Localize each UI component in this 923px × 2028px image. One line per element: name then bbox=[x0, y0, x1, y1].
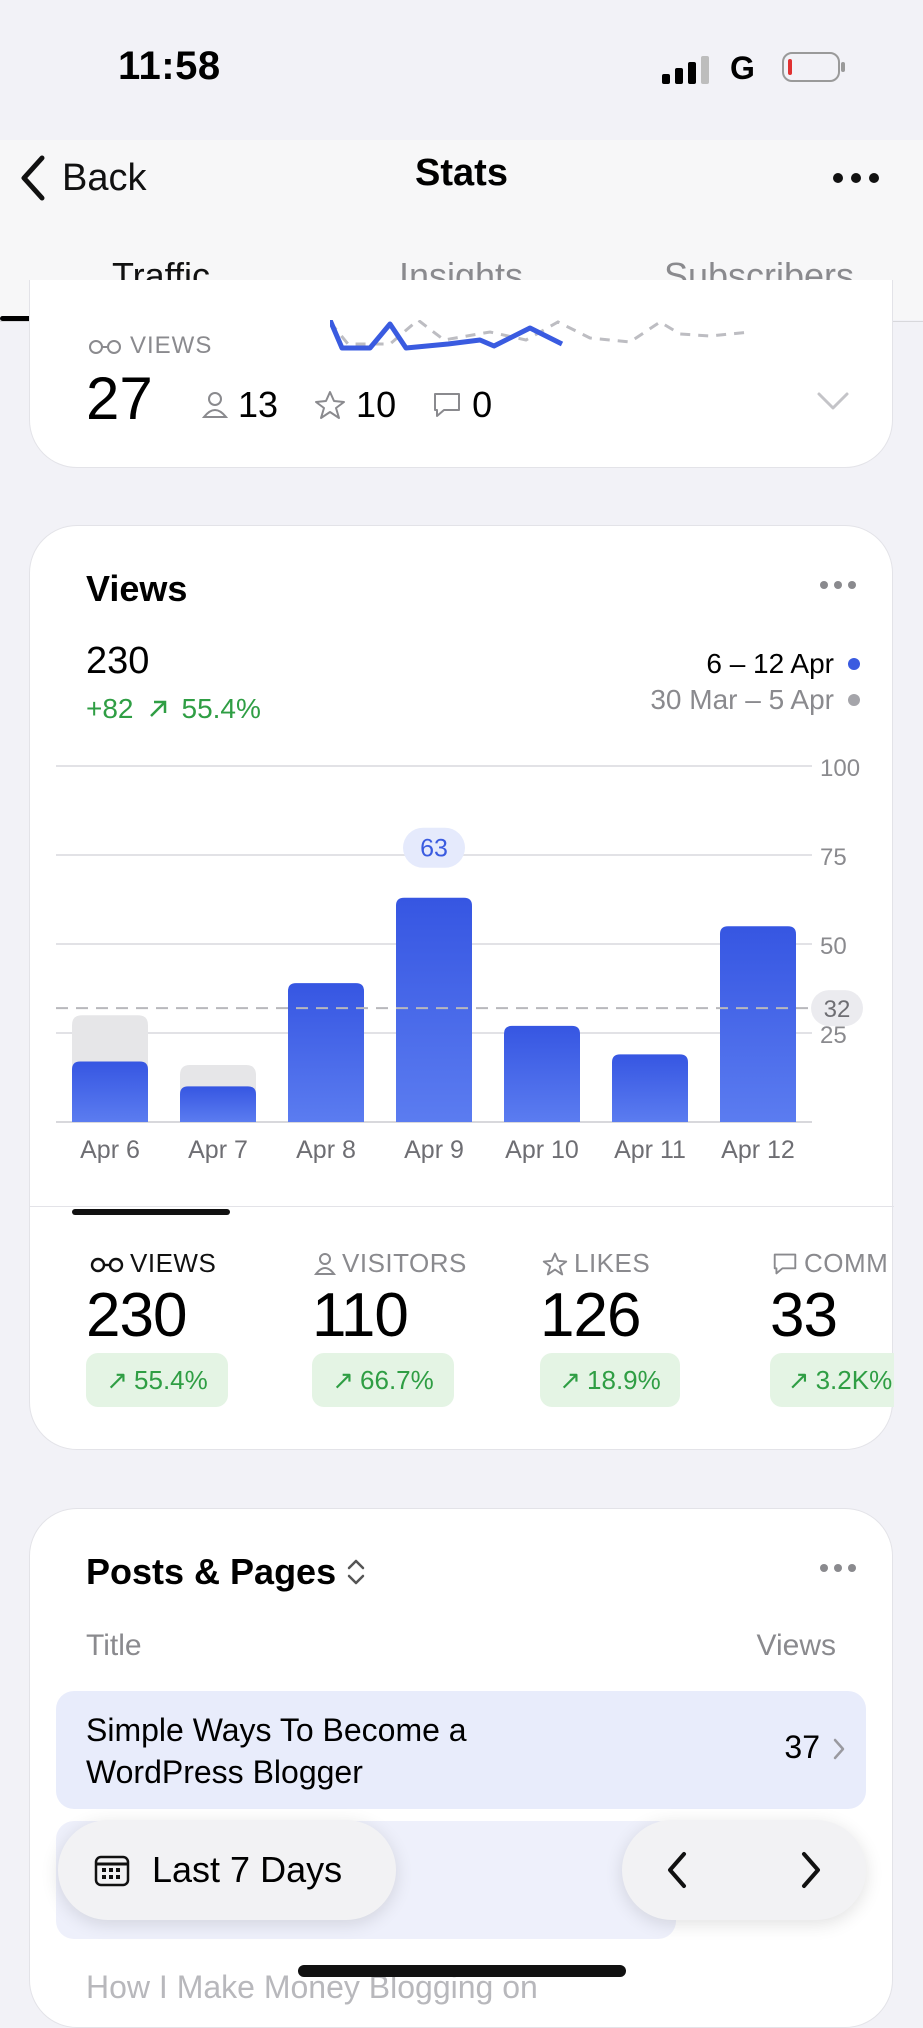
x-tick-label: Apr 11 bbox=[614, 1136, 686, 1164]
metric-value: 126 bbox=[540, 1281, 641, 1350]
star-icon bbox=[542, 1252, 568, 1275]
more-options-icon[interactable] bbox=[830, 160, 882, 196]
previous-period-label: 30 Mar – 5 Apr bbox=[650, 684, 834, 715]
star-icon bbox=[315, 391, 346, 419]
metric-change-badge: ↗ 18.9% bbox=[540, 1353, 680, 1407]
views-bar bbox=[396, 897, 472, 1122]
views-card-title: Views bbox=[86, 568, 188, 609]
views-bar bbox=[720, 926, 796, 1122]
previous-period-button[interactable] bbox=[662, 1850, 692, 1890]
column-header-title: Title bbox=[86, 1629, 142, 1662]
home-indicator bbox=[298, 1965, 626, 1977]
metric-change-badge: ↗ 3.2K% bbox=[770, 1353, 894, 1407]
x-tick-label: Apr 6 bbox=[80, 1136, 140, 1164]
views-delta-pct: 55.4% bbox=[181, 693, 261, 724]
person-icon bbox=[202, 392, 228, 418]
back-button[interactable]: Back bbox=[18, 150, 146, 206]
y-tick-label: 100 bbox=[820, 755, 860, 782]
current-period-dot bbox=[848, 658, 860, 670]
chevron-up-down-icon bbox=[347, 1559, 365, 1585]
x-tick-label: Apr 8 bbox=[296, 1136, 356, 1164]
comment-icon bbox=[773, 1253, 797, 1274]
metric-value: 230 bbox=[86, 1281, 187, 1350]
x-tick-label: Apr 12 bbox=[721, 1136, 795, 1164]
x-tick-label: Apr 10 bbox=[505, 1136, 579, 1164]
today-likes-value: 10 bbox=[356, 384, 397, 425]
trend-up-icon bbox=[149, 700, 166, 717]
views-bar bbox=[180, 1086, 256, 1122]
y-tick-label: 50 bbox=[820, 933, 847, 960]
x-tick-label: Apr 9 bbox=[404, 1136, 464, 1164]
current-period-label: 6 – 12 Apr bbox=[706, 648, 834, 679]
active-metric-indicator bbox=[72, 1209, 230, 1215]
views-total: 230 bbox=[86, 640, 150, 682]
post-views: 37 bbox=[784, 1729, 820, 1765]
comment-icon bbox=[434, 393, 461, 417]
views-delta: +82 bbox=[86, 693, 134, 724]
metric-label: VIEWS bbox=[130, 1248, 217, 1278]
back-label: Back bbox=[62, 156, 147, 199]
previous-period-dot bbox=[848, 694, 860, 706]
views-bar bbox=[72, 1061, 148, 1122]
person-icon bbox=[314, 1252, 336, 1275]
period-navigation bbox=[622, 1820, 866, 1920]
signal-icon bbox=[662, 56, 709, 84]
y-tick-label: 25 bbox=[820, 1022, 847, 1049]
views-bar bbox=[288, 983, 364, 1122]
chevron-left-icon bbox=[21, 155, 45, 201]
views-bar bbox=[612, 1054, 688, 1122]
posts-title: Posts & Pages bbox=[86, 1551, 337, 1592]
average-label: 32 bbox=[824, 996, 851, 1023]
metric-label: COMM bbox=[804, 1248, 889, 1278]
metric-value: 33 bbox=[770, 1281, 838, 1350]
metric-change-badge: ↗ 66.7% bbox=[312, 1353, 454, 1407]
today-comments-value: 0 bbox=[472, 384, 493, 425]
chevron-down-icon[interactable] bbox=[816, 390, 850, 412]
posts-pages-card: Posts & Pages Title Views Simple Ways To… bbox=[29, 1508, 893, 2028]
average-badge bbox=[811, 990, 863, 1027]
sparkline bbox=[330, 320, 751, 351]
more-options-icon[interactable] bbox=[818, 1561, 858, 1575]
metric-label: VISITORS bbox=[342, 1248, 467, 1278]
glasses-icon bbox=[90, 1257, 124, 1272]
metric-value: 110 bbox=[312, 1281, 409, 1350]
views-bar bbox=[504, 1025, 580, 1122]
today-summary-card[interactable]: VIEWS 27 13 10 0 bbox=[29, 280, 893, 468]
chart-divider bbox=[30, 1206, 894, 1207]
glasses-icon bbox=[89, 340, 121, 354]
value-tooltip-label: 63 bbox=[420, 835, 448, 863]
chevron-right-icon bbox=[833, 1738, 845, 1760]
y-tick-label: 75 bbox=[820, 844, 847, 871]
next-period-button[interactable] bbox=[796, 1850, 826, 1890]
metric-label: LIKES bbox=[574, 1248, 651, 1278]
views-card: Views 230 +82 55.4% 6 – 12 Apr 30 Mar – … bbox=[29, 525, 894, 1450]
metric-change-badge: ↗ 55.4% bbox=[86, 1353, 228, 1407]
more-options-icon[interactable] bbox=[818, 578, 858, 592]
value-tooltip bbox=[403, 827, 465, 868]
table-row[interactable]: Simple Ways To Become a WordPress Blogge… bbox=[56, 1691, 866, 1809]
date-range-label: Last 7 Days bbox=[152, 1849, 343, 1890]
date-range-button[interactable]: Last 7 Days bbox=[58, 1820, 396, 1920]
post-title-line: Simple Ways To Become a bbox=[86, 1712, 467, 1748]
x-tick-label: Apr 7 bbox=[188, 1136, 248, 1164]
today-views-value: 27 bbox=[86, 365, 153, 432]
battery-icon bbox=[782, 52, 845, 82]
calendar-icon bbox=[94, 1855, 130, 1887]
posts-title-selector[interactable]: Posts & Pages bbox=[86, 1551, 366, 1593]
post-title-line: WordPress Blogger bbox=[86, 1754, 363, 1790]
status-time: 11:58 bbox=[118, 44, 221, 88]
views-bar-chart[interactable]: 32 Apr 6 Apr 7 Apr 8 Apr 9 Apr 10 Apr 11 Apr 1… bbox=[30, 526, 894, 1166]
column-header-views: Views bbox=[756, 1629, 836, 1662]
today-views-label: VIEWS bbox=[130, 332, 213, 359]
today-visitors-value: 13 bbox=[238, 384, 279, 425]
carrier-label: G bbox=[730, 50, 755, 86]
status-bar bbox=[0, 0, 923, 140]
